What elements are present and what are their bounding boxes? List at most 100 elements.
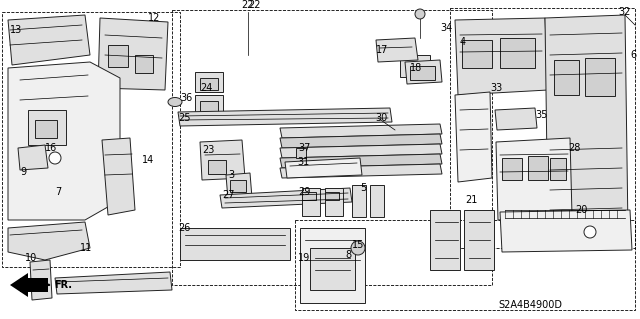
Polygon shape: [18, 145, 48, 170]
Bar: [200, 101, 218, 113]
Text: 28: 28: [568, 143, 580, 153]
Bar: [208, 160, 226, 174]
Text: 22: 22: [248, 0, 260, 10]
Text: 16: 16: [45, 143, 57, 153]
Circle shape: [584, 226, 596, 238]
Text: 11: 11: [80, 243, 92, 253]
Polygon shape: [200, 140, 245, 180]
Text: 21: 21: [465, 195, 477, 205]
Polygon shape: [496, 138, 572, 220]
Bar: [28, 110, 66, 145]
Polygon shape: [98, 18, 168, 90]
Bar: [450, 8, 635, 248]
Bar: [430, 210, 460, 270]
Text: 9: 9: [20, 167, 26, 177]
Polygon shape: [8, 62, 120, 220]
Polygon shape: [226, 173, 252, 200]
Text: 8: 8: [345, 250, 351, 260]
Text: 22: 22: [242, 0, 254, 10]
Bar: [180, 228, 290, 260]
Polygon shape: [285, 158, 362, 178]
Text: FR.: FR.: [54, 280, 72, 290]
Bar: [296, 148, 306, 158]
Circle shape: [49, 152, 61, 164]
Bar: [195, 95, 223, 115]
Polygon shape: [455, 18, 548, 95]
Bar: [410, 66, 435, 80]
Bar: [230, 180, 246, 192]
Text: 13: 13: [10, 25, 22, 35]
Polygon shape: [495, 108, 537, 130]
Polygon shape: [280, 134, 442, 148]
Ellipse shape: [168, 98, 182, 107]
Bar: [200, 78, 218, 90]
Bar: [554, 60, 579, 95]
Text: 32: 32: [618, 7, 630, 17]
Text: 19: 19: [298, 253, 310, 263]
Polygon shape: [280, 144, 442, 158]
Bar: [370, 185, 384, 217]
Bar: [302, 188, 320, 216]
Bar: [502, 158, 522, 180]
Text: 5: 5: [360, 183, 366, 193]
Polygon shape: [545, 15, 628, 235]
Text: 24: 24: [200, 83, 212, 93]
Bar: [295, 220, 635, 310]
Text: 26: 26: [178, 223, 190, 233]
Text: 10: 10: [25, 253, 37, 263]
Text: 25: 25: [178, 113, 191, 123]
Text: 17: 17: [376, 45, 388, 55]
Text: 12: 12: [148, 13, 161, 23]
Text: 23: 23: [202, 145, 214, 155]
Polygon shape: [376, 38, 418, 62]
Bar: [500, 38, 535, 68]
Text: 34: 34: [440, 23, 452, 33]
Bar: [352, 185, 366, 217]
Bar: [195, 72, 223, 92]
Text: 4: 4: [460, 37, 466, 47]
Polygon shape: [220, 188, 352, 208]
Bar: [35, 120, 57, 138]
Bar: [2, 12, 180, 267]
Text: 18: 18: [410, 63, 422, 73]
Text: 33: 33: [490, 83, 502, 93]
Bar: [310, 248, 355, 290]
Bar: [300, 228, 365, 303]
Bar: [325, 188, 343, 216]
Text: 7: 7: [55, 187, 61, 197]
Polygon shape: [178, 108, 392, 126]
Bar: [464, 210, 494, 270]
Text: 36: 36: [180, 93, 192, 103]
Polygon shape: [500, 210, 632, 252]
Text: 27: 27: [222, 190, 234, 200]
Polygon shape: [20, 278, 48, 292]
Circle shape: [415, 9, 425, 19]
Polygon shape: [55, 272, 172, 294]
Bar: [400, 55, 430, 77]
Polygon shape: [30, 260, 52, 300]
Polygon shape: [280, 154, 442, 168]
Circle shape: [351, 241, 365, 255]
Text: 37: 37: [298, 143, 310, 153]
Polygon shape: [10, 273, 28, 297]
Polygon shape: [8, 15, 90, 65]
Text: 29: 29: [298, 187, 310, 197]
Text: 3: 3: [228, 170, 234, 180]
Polygon shape: [455, 92, 492, 182]
Bar: [528, 156, 548, 180]
Polygon shape: [280, 164, 442, 178]
Text: 6: 6: [630, 50, 636, 60]
Polygon shape: [280, 124, 442, 138]
Bar: [585, 58, 615, 96]
Text: 31: 31: [297, 157, 309, 167]
Polygon shape: [102, 138, 135, 215]
Bar: [462, 40, 492, 68]
Text: 35: 35: [535, 110, 547, 120]
Bar: [302, 192, 316, 200]
Bar: [108, 45, 128, 67]
Bar: [325, 192, 339, 200]
Text: 30: 30: [375, 113, 387, 123]
Text: 15: 15: [352, 240, 364, 250]
Text: 14: 14: [142, 155, 154, 165]
Text: S2A4B4900D: S2A4B4900D: [498, 300, 562, 310]
